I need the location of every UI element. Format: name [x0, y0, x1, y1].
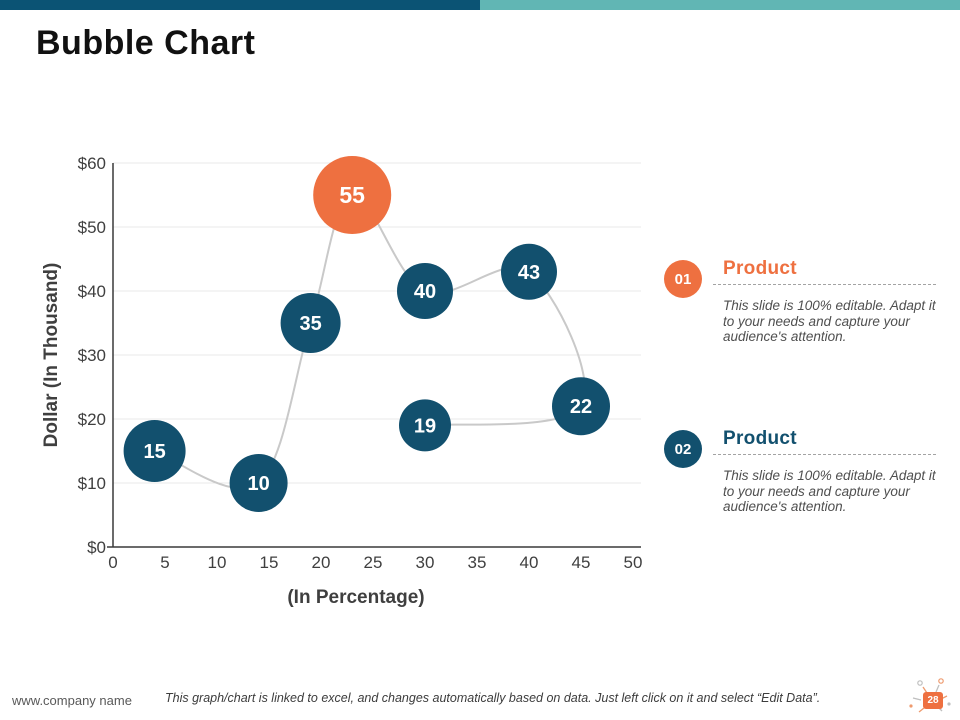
- bubble-value: 55: [339, 182, 365, 208]
- x-tick-label: 35: [468, 553, 487, 572]
- bubble-35[interactable]: [280, 293, 341, 353]
- product-card-1: 01 Product This slide is 100% editable. …: [664, 258, 936, 345]
- bubble-43[interactable]: [501, 243, 557, 300]
- top-bar-light-segment: [480, 0, 960, 10]
- page-title: Bubble Chart: [36, 24, 256, 62]
- y-tick-label: $60: [78, 154, 106, 173]
- x-tick-label: 45: [572, 553, 591, 572]
- y-tick-label: $0: [87, 538, 106, 557]
- top-bar-dark-segment: [0, 0, 480, 10]
- bubble-value: 40: [414, 281, 436, 303]
- y-tick-label: $50: [78, 218, 106, 237]
- y-tick-label: $10: [78, 474, 106, 493]
- product-title: Product: [723, 428, 797, 449]
- top-accent-bar: [0, 0, 960, 10]
- x-tick-label: 10: [208, 553, 227, 572]
- bubble-19[interactable]: [399, 399, 451, 452]
- dashed-divider: [713, 454, 936, 455]
- product-number-badge: 02: [664, 430, 702, 468]
- x-tick-label: 0: [108, 553, 117, 572]
- y-tick-label: $20: [78, 410, 106, 429]
- x-tick-label: 20: [312, 553, 331, 572]
- y-tick-label: $40: [78, 282, 106, 301]
- bubble-value: 22: [570, 396, 592, 418]
- x-tick-label: 40: [520, 553, 539, 572]
- bubble-value: 35: [299, 313, 321, 335]
- product-description: This slide is 100% editable. Adapt it to…: [723, 468, 936, 514]
- x-tick-label: 30: [416, 553, 435, 572]
- x-tick-label: 25: [364, 553, 383, 572]
- product-description: This slide is 100% editable. Adapt it to…: [723, 298, 936, 344]
- x-tick-label: 15: [260, 553, 279, 572]
- page-number-badge: 28: [923, 692, 943, 709]
- y-tick-label: $30: [78, 346, 106, 365]
- dashed-divider: [713, 284, 936, 285]
- product-title: Product: [723, 258, 797, 279]
- bubble-55[interactable]: [313, 156, 392, 234]
- company-name: www.company name: [12, 693, 132, 708]
- footer-note: This graph/chart is linked to excel, and…: [165, 691, 821, 705]
- x-axis-title: (In Percentage): [287, 587, 424, 608]
- bubble-value: 43: [518, 262, 540, 284]
- bubble-value: 19: [414, 415, 436, 437]
- x-tick-label: 50: [624, 553, 643, 572]
- bubble-value: 10: [247, 473, 269, 495]
- product-number-badge: 01: [664, 260, 702, 298]
- bubble-15[interactable]: [123, 420, 186, 482]
- bubble-10[interactable]: [229, 454, 288, 512]
- connector-line: [154, 193, 586, 490]
- bubble-22[interactable]: [552, 377, 610, 436]
- x-tick-label: 5: [160, 553, 169, 572]
- product-card-2: 02 Product This slide is 100% editable. …: [664, 428, 936, 515]
- bubble-value: 15: [143, 441, 165, 463]
- bubble-40[interactable]: [397, 263, 453, 319]
- y-axis-title: Dollar (In Thousand): [41, 263, 62, 448]
